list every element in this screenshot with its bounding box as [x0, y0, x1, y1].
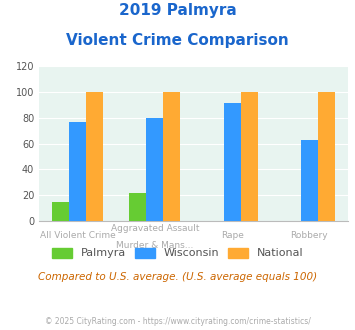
- Text: Aggravated Assault: Aggravated Assault: [111, 224, 199, 233]
- Bar: [52, 202, 69, 221]
- Bar: [318, 92, 335, 221]
- Text: Robbery: Robbery: [290, 231, 328, 240]
- Text: All Violent Crime: All Violent Crime: [40, 231, 115, 240]
- Text: Violent Crime Comparison: Violent Crime Comparison: [66, 33, 289, 48]
- Text: © 2025 CityRating.com - https://www.cityrating.com/crime-statistics/: © 2025 CityRating.com - https://www.city…: [45, 317, 310, 326]
- Bar: [86, 92, 103, 221]
- Bar: [69, 121, 86, 221]
- Text: Murder & Mans...: Murder & Mans...: [116, 241, 193, 250]
- Bar: [146, 118, 163, 221]
- Bar: [224, 104, 241, 221]
- Text: Compared to U.S. average. (U.S. average equals 100): Compared to U.S. average. (U.S. average …: [38, 272, 317, 282]
- Text: Rape: Rape: [221, 231, 244, 240]
- Bar: [241, 92, 258, 221]
- Bar: [301, 140, 318, 221]
- Bar: [129, 193, 146, 221]
- Legend: Palmyra, Wisconsin, National: Palmyra, Wisconsin, National: [47, 243, 308, 263]
- Text: 2019 Palmyra: 2019 Palmyra: [119, 3, 236, 18]
- Bar: [163, 92, 180, 221]
